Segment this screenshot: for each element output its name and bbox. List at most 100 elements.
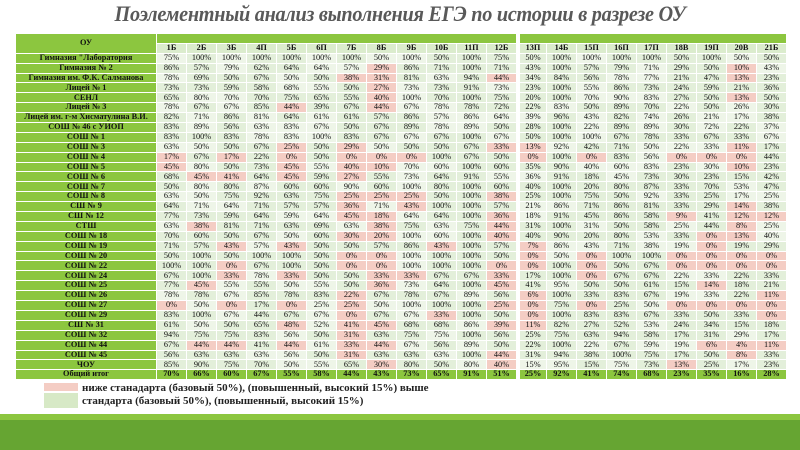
result-cell: 100% bbox=[187, 132, 216, 142]
result-cell: 92% bbox=[247, 192, 276, 202]
result-cell: 13% bbox=[727, 231, 756, 241]
result-cell: 70% bbox=[157, 231, 186, 241]
result-cell: 75% bbox=[307, 192, 336, 202]
result-cell: 55% bbox=[307, 360, 336, 370]
result-cell: 100% bbox=[187, 310, 216, 320]
result-cell: 81% bbox=[397, 73, 426, 83]
result-cell: 59% bbox=[637, 340, 666, 350]
result-cell: 45% bbox=[187, 281, 216, 291]
result-cell: 44% bbox=[487, 73, 516, 83]
result-cell: 80% bbox=[187, 162, 216, 172]
result-cell: 73% bbox=[397, 281, 426, 291]
result-cell: 100% bbox=[247, 53, 276, 63]
result-cell: 22% bbox=[577, 123, 606, 132]
result-cell: 50% bbox=[397, 142, 426, 152]
result-cell: 27% bbox=[337, 172, 366, 182]
result-cell: 21% bbox=[667, 73, 696, 83]
result-cell: 89% bbox=[187, 123, 216, 132]
result-cell: 44% bbox=[247, 310, 276, 320]
result-cell: 92% bbox=[547, 370, 576, 380]
result-cell: 50% bbox=[757, 53, 786, 63]
result-cell: 0% bbox=[577, 271, 606, 281]
result-cell: 90% bbox=[337, 182, 366, 192]
result-cell: 25% bbox=[397, 192, 426, 202]
result-cell: 43% bbox=[277, 241, 306, 251]
result-cell: 30% bbox=[667, 172, 696, 182]
result-cell: 50% bbox=[217, 162, 246, 172]
result-cell: 50% bbox=[217, 73, 246, 83]
legend-above-swatch bbox=[44, 393, 78, 408]
result-cell: 12% bbox=[727, 212, 756, 221]
footer-stripe bbox=[0, 414, 800, 420]
result-cell: 50% bbox=[217, 231, 246, 241]
result-cell: 22% bbox=[667, 103, 696, 113]
result-cell: 67% bbox=[397, 340, 426, 350]
result-cell: 67% bbox=[637, 310, 666, 320]
result-cell: 59% bbox=[277, 212, 306, 221]
result-cell: 0% bbox=[697, 231, 726, 241]
school-column-header: ОУ bbox=[16, 34, 156, 53]
result-cell: 78% bbox=[247, 271, 276, 281]
result-cell: 75% bbox=[547, 301, 576, 310]
result-cell: 78% bbox=[247, 132, 276, 142]
result-cell: 82% bbox=[547, 320, 576, 330]
column-header-row: 1Б 2Б 3Б 4П 5Б 6П 7Б 8Б 9Б 10Б 11П 12Б 13П 14Б 15П 16П 1… bbox=[16, 43, 786, 53]
result-cell: 83% bbox=[547, 103, 576, 113]
result-cell: 77% bbox=[157, 281, 186, 291]
result-cell: 11% bbox=[757, 340, 786, 350]
result-cell: 0% bbox=[487, 261, 516, 271]
result-cell: 100% bbox=[547, 63, 576, 73]
result-cell: 100% bbox=[187, 271, 216, 281]
result-cell: 33% bbox=[217, 271, 246, 281]
result-cell: 55% bbox=[307, 162, 336, 172]
table-row: Лицей № 3 78% 67% 67% 85% 44% 39% 67% 44% 67% 78% 7… bbox=[16, 103, 786, 113]
table-row: СОШ № 24 67% 100% 33% 78% 33% 50% 50% 33% 33% 67% 6… bbox=[16, 271, 786, 281]
result-cell: 36% bbox=[367, 281, 396, 291]
result-cell: 0% bbox=[517, 301, 546, 310]
school-name: СОШ № 24 bbox=[16, 271, 156, 281]
result-cell: 89% bbox=[397, 123, 426, 132]
result-cell: 86% bbox=[607, 212, 636, 221]
result-cell: 25% bbox=[757, 221, 786, 231]
result-cell: 21% bbox=[727, 83, 756, 93]
result-cell: 0% bbox=[337, 261, 366, 271]
result-cell: 100% bbox=[217, 53, 246, 63]
column-header: 1Б bbox=[157, 43, 186, 53]
column-header: 10Б bbox=[427, 43, 456, 53]
result-cell: 40% bbox=[367, 93, 396, 103]
result-cell: 17% bbox=[757, 142, 786, 152]
result-cell: 64% bbox=[247, 172, 276, 182]
result-cell: 100% bbox=[547, 93, 576, 103]
result-cell: 100% bbox=[277, 251, 306, 261]
result-cell: 0% bbox=[517, 310, 546, 320]
result-cell: 0% bbox=[367, 251, 396, 261]
result-cell: 71% bbox=[607, 241, 636, 251]
school-name: СОШ № 20 bbox=[16, 251, 156, 261]
result-cell: 17% bbox=[727, 192, 756, 202]
result-cell: 56% bbox=[577, 73, 606, 83]
result-cell: 28% bbox=[757, 370, 786, 380]
result-cell: 33% bbox=[757, 271, 786, 281]
result-cell: 81% bbox=[637, 202, 666, 212]
table-row: СОШ № 6 68% 45% 41% 64% 45% 59% 27% 55% 73% 64% 91%… bbox=[16, 172, 786, 182]
school-name: Лицей № 1 bbox=[16, 83, 156, 93]
result-cell: 100% bbox=[547, 123, 576, 132]
result-cell: 36% bbox=[757, 83, 786, 93]
result-cell: 89% bbox=[607, 103, 636, 113]
result-cell: 73% bbox=[187, 212, 216, 221]
result-cell: 64% bbox=[277, 63, 306, 73]
result-cell: 100% bbox=[547, 152, 576, 162]
result-cell: 58% bbox=[637, 212, 666, 221]
result-cell: 14% bbox=[727, 202, 756, 212]
result-cell: 30% bbox=[757, 103, 786, 113]
result-cell: 40% bbox=[517, 231, 546, 241]
result-cell: 7% bbox=[517, 241, 546, 251]
result-cell: 57% bbox=[487, 241, 516, 251]
result-cell: 67% bbox=[607, 271, 636, 281]
result-cell: 50% bbox=[367, 53, 396, 63]
result-cell: 100% bbox=[457, 231, 486, 241]
result-cell: 67% bbox=[697, 132, 726, 142]
result-cell: 56% bbox=[277, 350, 306, 360]
result-cell: 18% bbox=[727, 281, 756, 291]
result-cell: 40% bbox=[577, 162, 606, 172]
